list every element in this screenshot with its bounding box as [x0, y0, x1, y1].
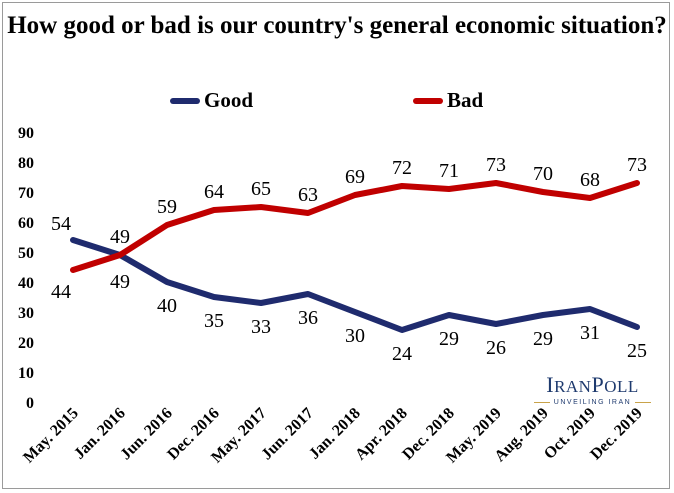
legend-label-good: Good: [204, 88, 254, 112]
logo-tagline: UNVEILING IRAN: [553, 399, 632, 406]
logo-letters-ran: RAN: [554, 377, 592, 396]
data-label-good-4: 33: [251, 316, 271, 338]
chart-title: How good or bad is our country's general…: [7, 12, 667, 39]
data-label-good-6: 30: [345, 325, 365, 347]
chart-frame: [2, 2, 670, 489]
y-tick-label-80: 80: [18, 155, 34, 172]
data-label-bad-5: 63: [298, 184, 318, 206]
series-line-bad: [70, 180, 640, 273]
y-tick-label-40: 40: [18, 275, 34, 292]
iranpoll-logo: IRANPOLL UNVEILING IRAN: [520, 372, 665, 406]
data-label-bad-3: 64: [204, 181, 224, 203]
data-label-bad-0: 44: [51, 281, 71, 303]
legend-label-bad: Bad: [447, 88, 484, 112]
y-tick-label-60: 60: [18, 215, 34, 232]
data-label-bad-8: 71: [439, 160, 459, 182]
data-label-bad-10: 70: [533, 163, 553, 185]
logo-rule: UNVEILING IRAN: [520, 399, 665, 406]
y-tick-label-0: 0: [26, 395, 34, 412]
data-label-good-1: 49: [110, 271, 130, 293]
x-tick-label-12: Dec. 2019: [587, 405, 646, 464]
data-label-good-3: 35: [204, 310, 224, 332]
logo-letters-oll: OLL: [604, 377, 639, 396]
logo-wordmark: IRANPOLL: [520, 372, 665, 398]
legend-item-good: Good: [170, 88, 253, 113]
x-tick-label-0: May. 2015: [20, 405, 82, 467]
data-label-good-10: 29: [533, 328, 553, 350]
data-label-bad-11: 68: [580, 169, 600, 191]
data-label-bad-1: 49: [110, 226, 130, 248]
y-tick-label-10: 10: [18, 365, 34, 382]
data-label-good-2: 40: [157, 295, 177, 317]
x-tick-label-5: Jun. 2017: [258, 405, 317, 464]
data-label-good-0: 54: [51, 213, 71, 235]
data-label-good-9: 26: [486, 337, 506, 359]
legend-swatch-good: [170, 97, 200, 104]
y-tick-label-50: 50: [18, 245, 34, 262]
logo-rule-right: [635, 402, 652, 403]
y-tick-label-70: 70: [18, 185, 34, 202]
data-label-good-11: 31: [580, 322, 600, 344]
y-tick-label-30: 30: [18, 305, 34, 322]
data-label-bad-7: 72: [392, 157, 412, 179]
data-label-bad-9: 73: [486, 154, 506, 176]
series-line-good: [70, 237, 640, 333]
legend: Good Bad: [0, 88, 674, 116]
data-label-good-12: 25: [627, 340, 647, 362]
data-label-bad-2: 59: [157, 196, 177, 218]
legend-swatch-bad: [413, 97, 443, 104]
data-label-bad-6: 69: [345, 166, 365, 188]
data-label-good-5: 36: [298, 307, 318, 329]
logo-letter-i: I: [546, 372, 555, 397]
logo-rule-left: [533, 402, 550, 403]
legend-item-bad: Bad: [413, 88, 483, 113]
data-label-good-7: 24: [392, 343, 412, 365]
data-label-good-8: 29: [439, 328, 459, 350]
data-label-bad-4: 65: [251, 178, 271, 200]
y-tick-label-20: 20: [18, 335, 34, 352]
y-tick-label-90: 90: [18, 125, 34, 142]
logo-letter-p: P: [591, 372, 605, 397]
data-label-bad-12: 73: [627, 154, 647, 176]
